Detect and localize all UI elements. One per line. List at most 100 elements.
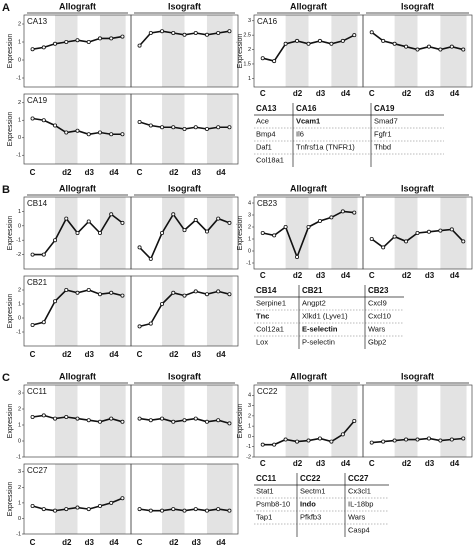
table-cell: Casp4	[348, 525, 370, 534]
panel-frame	[130, 463, 239, 535]
shaded-band	[162, 197, 185, 269]
mean-point	[182, 418, 187, 423]
mean-point	[404, 44, 409, 49]
table-cell: Col18a1	[256, 155, 284, 164]
mean-point	[86, 132, 91, 137]
mean-point	[120, 496, 125, 501]
mean-point	[160, 230, 165, 235]
mean-point	[392, 41, 397, 46]
graft-header: Isograft	[168, 371, 201, 381]
y-tick-label: -2	[16, 252, 21, 258]
shaded-band	[55, 197, 78, 269]
mean-point	[193, 416, 198, 421]
table-cell: Psmb8-10	[256, 499, 290, 508]
panel-frame	[130, 384, 239, 458]
mean-point	[329, 41, 334, 46]
y-tick-label: 2	[248, 413, 251, 419]
mean-point	[120, 293, 125, 298]
mean-point	[75, 230, 80, 235]
table-cell: Pfkfb3	[300, 512, 321, 521]
panel-frame	[362, 14, 473, 88]
mean-point	[260, 230, 265, 235]
table-header: CB14	[256, 286, 277, 295]
mean-point	[227, 421, 232, 426]
shaded-band	[206, 464, 233, 534]
x-tick-label: d2	[62, 350, 72, 359]
mean-point	[41, 320, 46, 325]
panel-frame	[130, 93, 239, 165]
mean-point	[193, 218, 198, 223]
graft-header: Allograft	[290, 1, 327, 11]
mean-point	[64, 287, 69, 292]
y-tick-label: -2	[246, 454, 251, 460]
mean-point	[381, 439, 386, 444]
y-tick-label: -1	[16, 531, 21, 537]
mean-point	[438, 228, 443, 233]
y-tick-label: 0	[248, 434, 251, 440]
mean-point	[86, 40, 91, 45]
y-tick-label: 0	[18, 135, 21, 141]
mean-point	[53, 416, 58, 421]
mean-point	[340, 432, 345, 437]
table-cell: Xlkd1 (Lyve1)	[302, 311, 348, 320]
x-tick-label: d3	[192, 350, 202, 359]
graft-header: Isograft	[401, 183, 434, 193]
table-cell: Angpt2	[302, 298, 326, 307]
mean-point	[449, 44, 454, 49]
mean-point	[193, 507, 198, 512]
y-axis-label: Expression	[237, 216, 244, 251]
shaded-band	[331, 15, 358, 87]
shaded-band	[331, 197, 358, 269]
mean-point	[227, 220, 232, 225]
x-tick-label: d2	[402, 89, 412, 98]
y-tick-label: 3	[18, 390, 21, 396]
table-cell: Col12a1	[256, 324, 284, 333]
x-tick-label: C	[30, 538, 36, 547]
mean-point	[137, 43, 142, 48]
y-tick-label: 1	[248, 424, 251, 430]
mean-point	[461, 239, 466, 244]
panel-frame	[130, 14, 239, 88]
shaded-band	[206, 197, 233, 269]
x-tick-label: d3	[425, 89, 435, 98]
mean-point	[109, 500, 114, 505]
table-cell: Vcam1	[296, 116, 320, 125]
mean-point	[352, 418, 357, 423]
mean-point	[86, 418, 91, 423]
table-cell: Indo	[300, 499, 316, 508]
mean-point	[204, 419, 209, 424]
mean-point	[64, 216, 69, 221]
shaded-band	[285, 15, 309, 87]
shaded-band	[55, 276, 78, 346]
x-tick-label: d4	[109, 168, 119, 177]
y-axis-label: Expression	[7, 294, 14, 329]
x-tick-label: C	[137, 538, 143, 547]
mean-point	[227, 508, 232, 513]
graft-header: Allograft	[59, 371, 96, 381]
cluster-label: CB14	[27, 199, 48, 208]
mean-point	[182, 508, 187, 513]
mean-point	[30, 252, 35, 257]
table-cell: Cxcl9	[368, 298, 387, 307]
mean-point	[438, 47, 443, 52]
mean-point	[272, 59, 277, 64]
y-tick-label: 3	[248, 212, 251, 218]
mean-point	[295, 254, 300, 259]
graft-header: Isograft	[168, 183, 201, 193]
mean-point	[369, 30, 374, 35]
mean-point	[449, 437, 454, 442]
mean-point	[160, 416, 165, 421]
shaded-band	[162, 15, 185, 87]
mean-point	[204, 229, 209, 234]
y-axis-label: Expression	[237, 404, 244, 439]
table-cell: Smad7	[374, 116, 398, 125]
graft-header: Allograft	[59, 1, 96, 11]
x-tick-label: C	[260, 89, 266, 98]
mean-point	[97, 503, 102, 508]
y-tick-label: 2	[18, 100, 21, 106]
mean-point	[64, 507, 69, 512]
y-tick-label: 2	[18, 406, 21, 412]
panel-frame	[362, 384, 473, 458]
table-cell: Tap1	[256, 512, 272, 521]
